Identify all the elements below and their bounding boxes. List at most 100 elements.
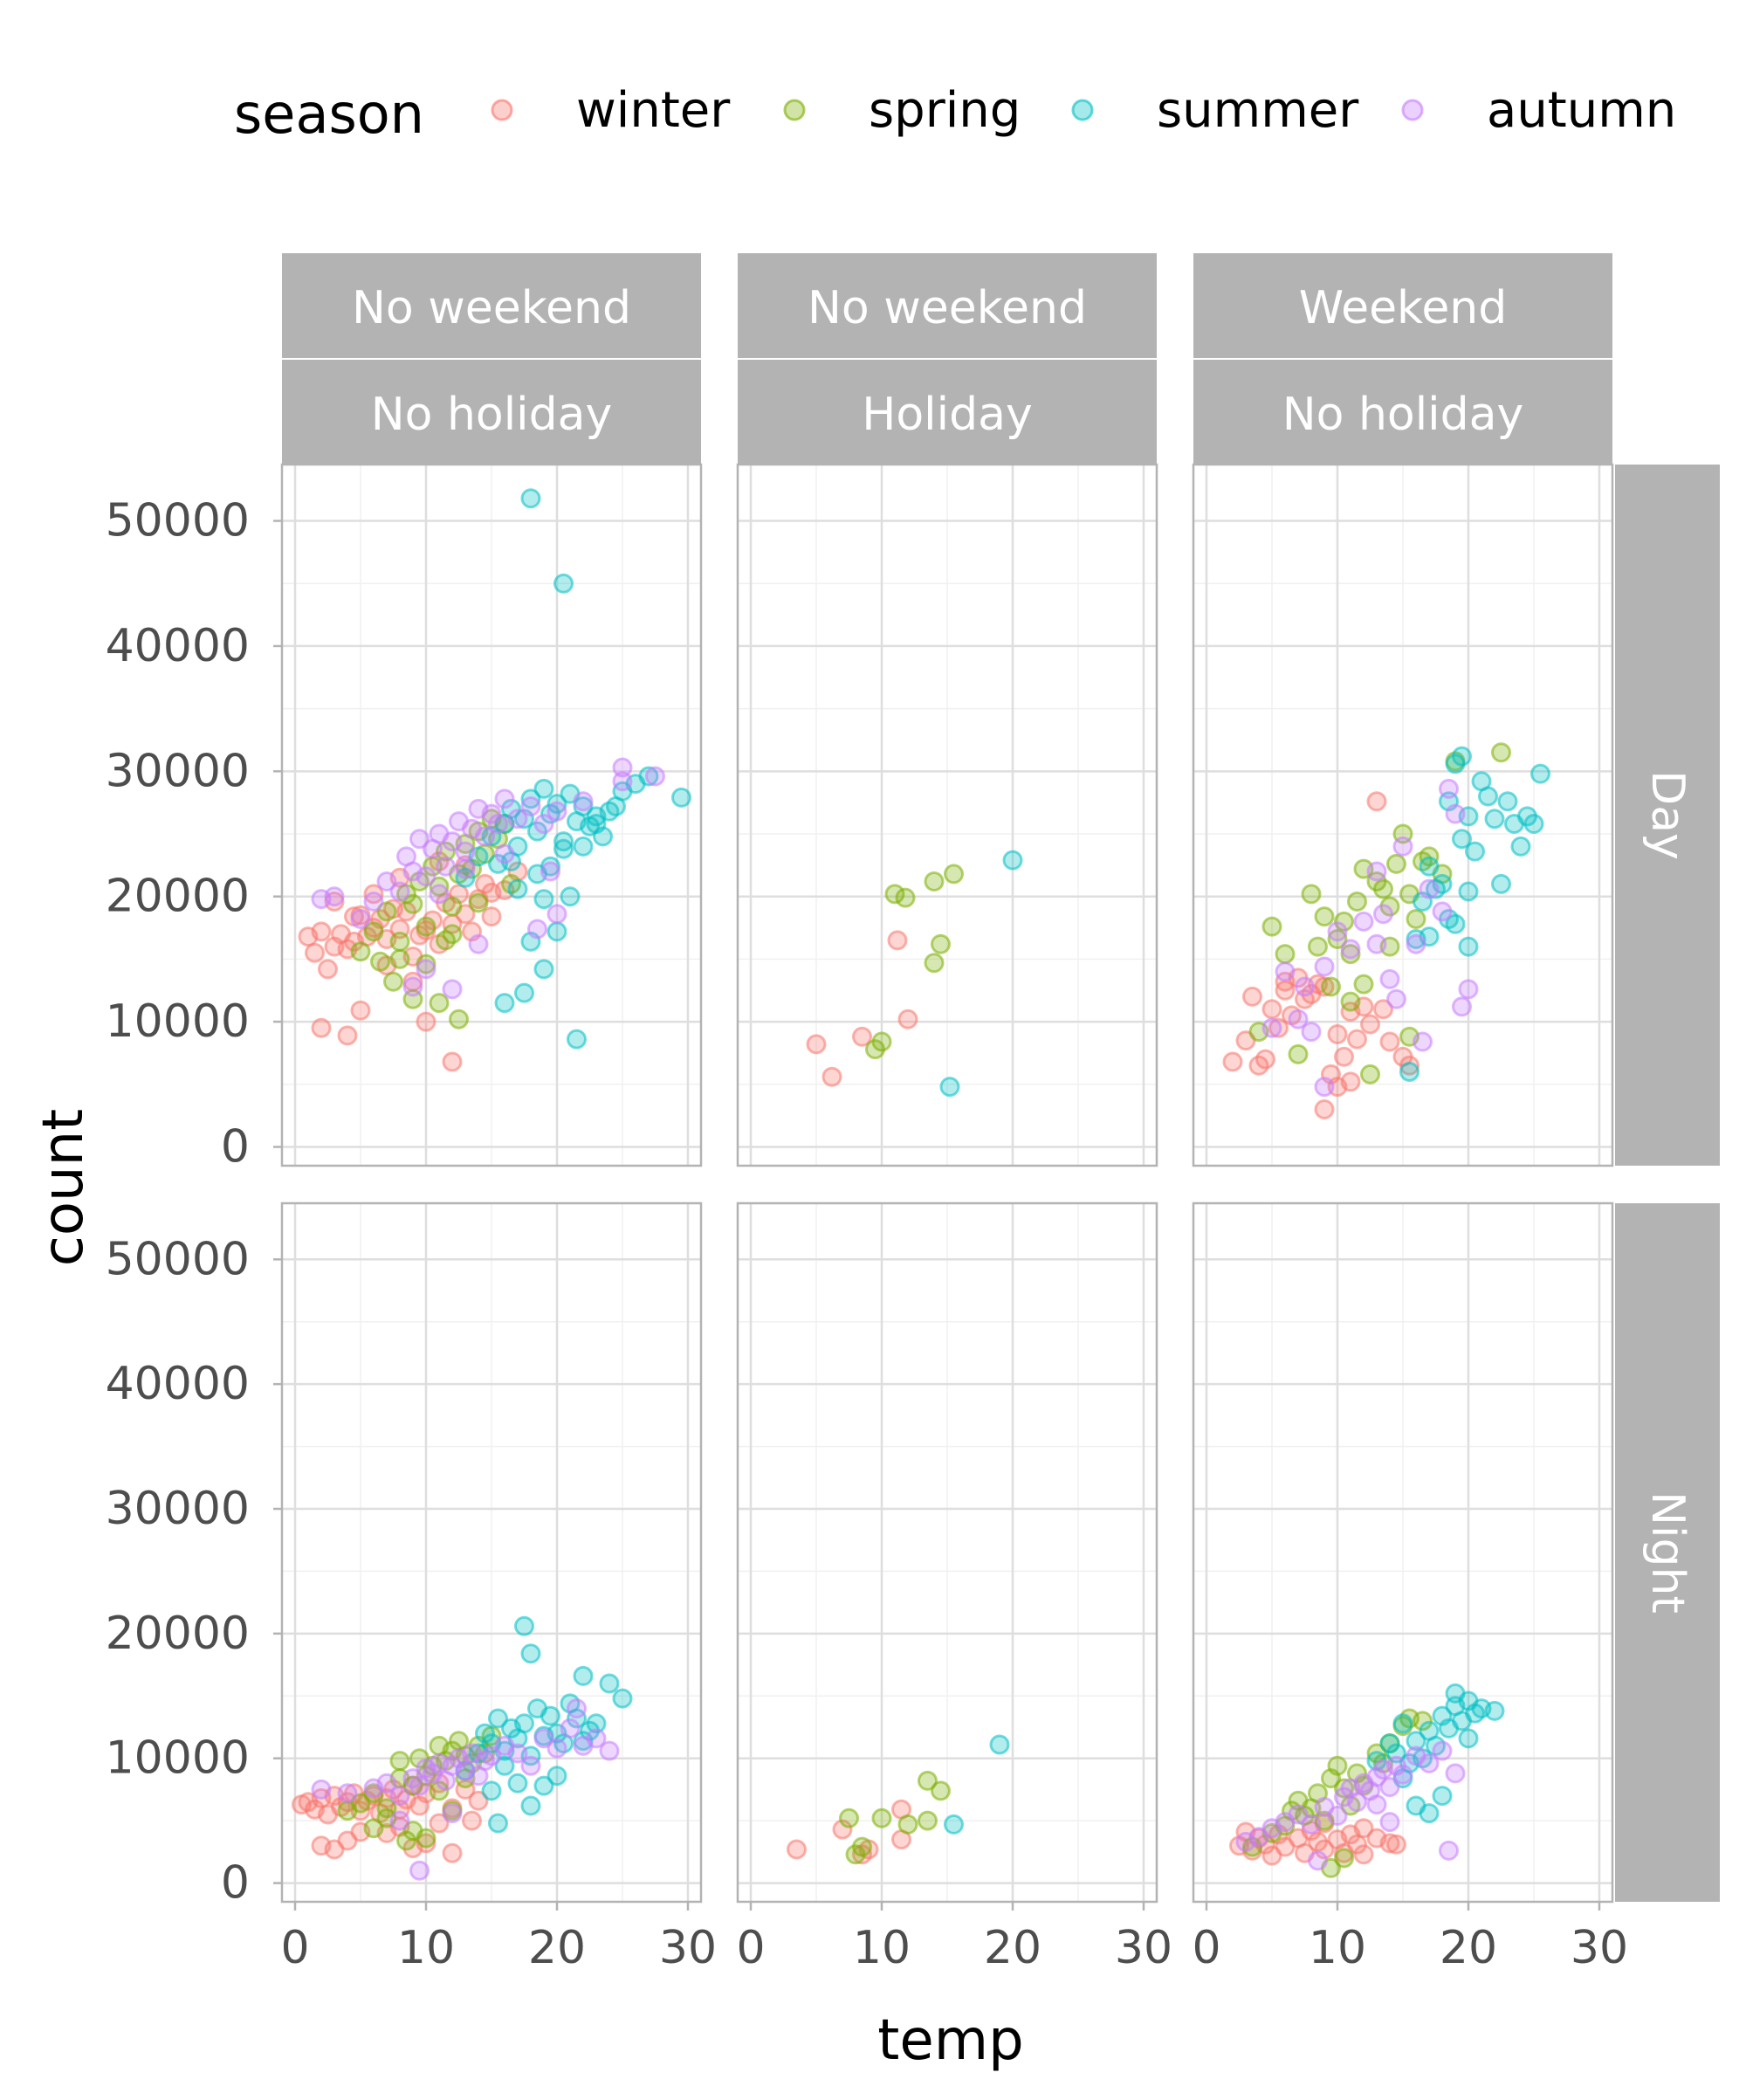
data-point-spring xyxy=(884,884,905,905)
panel-r1-c3 xyxy=(1192,463,1614,1167)
data-point-summer xyxy=(514,1713,534,1734)
data-point-winter xyxy=(1386,1834,1406,1855)
data-point-autumn xyxy=(1373,904,1393,925)
data-point-summer xyxy=(1484,809,1505,830)
data-point-winter xyxy=(852,1026,872,1047)
data-point-autumn xyxy=(1327,1805,1348,1826)
data-point-spring xyxy=(1491,742,1511,763)
data-point-spring xyxy=(1360,1064,1380,1084)
data-point-spring xyxy=(436,930,456,951)
panel-r2-c3 xyxy=(1192,1201,1614,1904)
data-point-spring xyxy=(1340,944,1361,965)
legend-key-spring xyxy=(783,99,806,121)
data-point-autumn xyxy=(409,1860,430,1881)
strip-label-weekend-2: No weekend xyxy=(808,282,1087,334)
strip-col-3-top xyxy=(1193,253,1612,358)
y-tick-label: 30000 xyxy=(106,1483,250,1535)
data-point-summer xyxy=(507,1773,528,1794)
data-point-winter xyxy=(298,926,319,947)
data-point-winter xyxy=(787,1839,807,1860)
data-point-summer xyxy=(533,778,554,799)
data-point-spring xyxy=(931,1780,951,1801)
data-point-autumn xyxy=(507,1743,528,1764)
data-point-summer xyxy=(1392,1713,1413,1734)
data-point-winter xyxy=(429,1813,450,1834)
data-point-winter xyxy=(1255,1049,1275,1070)
data-point-spring xyxy=(1347,891,1367,912)
data-point-spring xyxy=(1275,944,1296,965)
data-point-autumn xyxy=(1288,1009,1309,1029)
data-point-autumn xyxy=(494,788,515,809)
data-point-winter xyxy=(897,1009,918,1029)
data-point-autumn xyxy=(1439,1840,1459,1861)
data-point-winter xyxy=(1261,999,1282,1020)
x-tick-label: 30 xyxy=(659,1922,717,1974)
data-point-autumn xyxy=(507,809,528,830)
legend-key-summer xyxy=(1071,99,1094,121)
data-point-summer xyxy=(475,1723,495,1744)
x-tick-label: 30 xyxy=(1115,1922,1172,1974)
data-point-spring xyxy=(871,1807,892,1828)
data-point-autumn xyxy=(376,1773,397,1794)
data-point-autumn xyxy=(1327,921,1348,942)
data-point-autumn xyxy=(1366,861,1387,882)
data-point-winter xyxy=(1399,1055,1419,1076)
strip-label-weekend-1: No weekend xyxy=(352,282,631,334)
legend-label-spring: spring xyxy=(869,82,1021,139)
data-point-summer xyxy=(553,573,574,594)
axes: temp count 01000020000300004000050000010… xyxy=(31,495,1628,2073)
data-point-autumn xyxy=(1366,933,1387,954)
facet-panels: No weekend No holiday No weekend Holiday Wee… xyxy=(280,253,1720,1904)
data-point-autumn xyxy=(520,795,541,816)
data-point-autumn xyxy=(1288,1804,1309,1825)
data-point-summer xyxy=(1458,1728,1479,1749)
data-point-autumn xyxy=(1419,1752,1440,1773)
data-point-autumn xyxy=(455,858,476,879)
data-point-autumn xyxy=(1432,1740,1453,1761)
data-point-autumn xyxy=(468,933,489,954)
data-point-autumn xyxy=(455,841,476,862)
data-point-winter xyxy=(481,906,502,927)
data-point-summer xyxy=(533,889,554,910)
data-point-autumn xyxy=(586,1728,607,1749)
legend-key-winter xyxy=(491,99,513,121)
data-point-winter xyxy=(887,930,908,951)
strip-col-1-top xyxy=(282,253,701,358)
data-point-autumn xyxy=(1452,996,1472,1017)
data-point-summer xyxy=(481,1780,502,1801)
data-point-summer xyxy=(573,836,594,857)
data-point-spring xyxy=(363,1783,384,1804)
data-point-autumn xyxy=(1439,778,1459,799)
data-point-autumn xyxy=(612,771,633,792)
data-point-spring xyxy=(895,887,916,908)
data-point-autumn xyxy=(546,904,567,925)
data-point-spring xyxy=(1327,1755,1348,1776)
data-point-spring xyxy=(389,1751,410,1772)
data-point-autumn xyxy=(546,801,567,822)
data-point-spring xyxy=(1413,1711,1433,1732)
data-point-summer xyxy=(514,982,534,1003)
x-tick-label: 10 xyxy=(853,1922,911,1974)
data-point-winter xyxy=(481,882,502,903)
data-point-spring xyxy=(1334,1848,1354,1869)
data-point-summer xyxy=(520,1795,541,1816)
data-point-summer xyxy=(612,1688,633,1709)
data-point-spring xyxy=(944,864,964,885)
data-point-winter xyxy=(1366,791,1387,812)
data-point-autumn xyxy=(1445,1763,1466,1784)
panel-border xyxy=(1192,463,1614,1167)
data-point-autumn xyxy=(436,856,456,877)
data-point-autumn xyxy=(363,891,384,912)
data-point-winter xyxy=(1314,1098,1335,1119)
data-point-spring xyxy=(363,921,384,942)
strip-col-1-bottom xyxy=(282,360,701,465)
data-point-spring xyxy=(1406,909,1426,930)
strip-label-weekend-3: Weekend xyxy=(1299,282,1508,334)
data-point-autumn xyxy=(389,881,410,902)
data-point-summer xyxy=(638,766,659,787)
strip-label-day: Day xyxy=(1641,770,1694,860)
data-point-autumn xyxy=(1301,1814,1322,1835)
data-point-summer xyxy=(573,1665,594,1686)
data-point-spring xyxy=(468,892,489,913)
panel-border xyxy=(1192,1201,1614,1904)
